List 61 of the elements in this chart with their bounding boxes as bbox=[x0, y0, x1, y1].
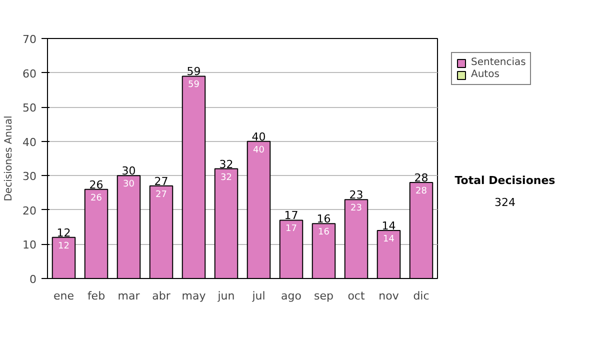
text: 324 bbox=[493, 194, 516, 210]
legend-label: Sentencias bbox=[471, 57, 526, 68]
data-label: 32 bbox=[220, 172, 232, 183]
total-label: 16 bbox=[316, 212, 331, 226]
y-tick-label: 70 bbox=[22, 33, 37, 46]
total-label: 40 bbox=[252, 130, 266, 144]
text: Total Decisiones bbox=[454, 173, 556, 189]
y-tick-label: 20 bbox=[22, 204, 37, 218]
data-label: 23 bbox=[350, 204, 362, 214]
y-axis-title: Decisiones Anual bbox=[4, 116, 15, 202]
x-tick-label: dic bbox=[413, 290, 430, 302]
bar bbox=[182, 76, 206, 278]
data-label: 17 bbox=[286, 224, 297, 234]
x-tick-label: feb bbox=[87, 290, 106, 302]
data-label: 14 bbox=[383, 234, 395, 244]
bar bbox=[84, 188, 108, 278]
bar bbox=[409, 182, 434, 278]
total-label: 12 bbox=[56, 226, 71, 240]
data-label: 59 bbox=[188, 80, 200, 90]
total-label: 59 bbox=[186, 65, 201, 78]
x-tick-label: ago bbox=[281, 290, 302, 302]
legend-label: Autos bbox=[471, 69, 500, 80]
x-tick-label: oct bbox=[348, 290, 366, 302]
y-tick-label: 50 bbox=[22, 102, 37, 115]
data-label: 16 bbox=[318, 228, 330, 238]
x-tick-label: nov bbox=[378, 290, 400, 302]
data-label: 30 bbox=[123, 180, 135, 190]
bar bbox=[52, 236, 76, 278]
y-tick-label: 0 bbox=[30, 273, 36, 286]
data-label: 28 bbox=[416, 186, 428, 196]
y-tick-label: 30 bbox=[22, 170, 37, 184]
bar bbox=[376, 230, 401, 278]
data-label: 40 bbox=[253, 145, 265, 156]
total-label: 23 bbox=[349, 188, 364, 202]
y-tick-label: 60 bbox=[22, 67, 37, 80]
total-label: 26 bbox=[89, 178, 104, 192]
y-tick-label: 10 bbox=[22, 238, 37, 252]
bar bbox=[312, 223, 336, 278]
x-tick-label: abr bbox=[152, 290, 171, 302]
bar bbox=[149, 185, 174, 278]
data-label: 27 bbox=[156, 190, 167, 200]
bar bbox=[279, 220, 304, 278]
total-label: 30 bbox=[122, 164, 136, 178]
total-label: 14 bbox=[382, 220, 396, 232]
bar bbox=[344, 199, 368, 278]
x-tick-label: ene bbox=[53, 290, 74, 302]
x-tick-label: mar bbox=[118, 290, 140, 302]
data-label: 26 bbox=[90, 193, 102, 204]
x-tick-label: jun bbox=[216, 290, 235, 302]
bar bbox=[214, 168, 238, 278]
total-label: 27 bbox=[154, 174, 168, 188]
total-label: 28 bbox=[414, 172, 428, 184]
x-tick-label: may bbox=[182, 290, 206, 302]
bar bbox=[116, 175, 141, 278]
data-label: 12 bbox=[58, 241, 70, 252]
bar bbox=[246, 140, 271, 278]
y-tick-label: 40 bbox=[22, 136, 37, 149]
x-tick-label: sep bbox=[314, 290, 334, 302]
x-tick-label: jul bbox=[251, 290, 266, 302]
total-label: 17 bbox=[284, 209, 298, 222]
total-label: 32 bbox=[219, 158, 234, 171]
